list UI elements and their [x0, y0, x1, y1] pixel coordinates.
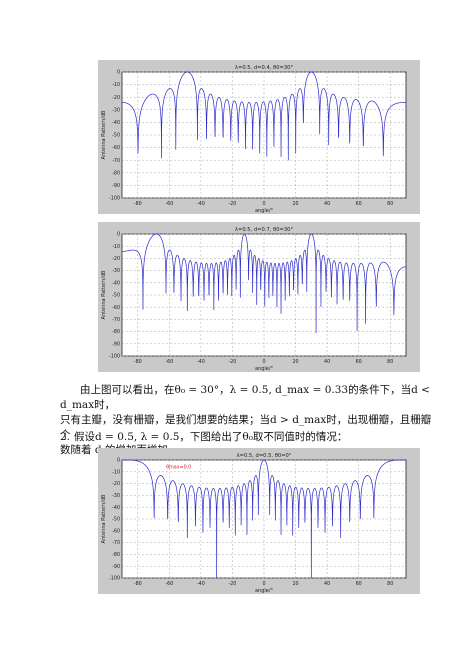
x-tick-label: -20: [229, 359, 237, 365]
y-tick-label: 0: [117, 232, 120, 238]
x-tick-label: 60: [356, 359, 362, 365]
x-tick-label: -40: [197, 201, 205, 207]
y-tick-label: -70: [112, 540, 120, 546]
x-tick-label: 0: [262, 359, 265, 365]
x-tick-label: 40: [324, 581, 330, 587]
x-tick-label: -60: [165, 201, 173, 207]
y-tick-label: -40: [112, 280, 120, 286]
analysis-paragraph: 由上图可以看出，在θ₀ = 30°，λ = 0.5, d_max = 0.33的…: [60, 383, 440, 458]
y-tick-label: -80: [112, 552, 120, 558]
x-tick-label: 40: [324, 201, 330, 207]
x-tick-label: 80: [387, 581, 393, 587]
y-tick-label: -50: [112, 517, 120, 523]
x-tick-label: 20: [293, 581, 299, 587]
figure-2: -80 -60 -40 -20 0 20 40 60 80 0 -10 -20 -30 -40 -50 -60…: [98, 222, 420, 372]
y-tick-label: -100: [109, 354, 120, 360]
x-tick-label: -80: [134, 581, 142, 587]
y-tick-label: -40: [112, 505, 120, 511]
y-tick-label: -10: [112, 469, 120, 475]
paragraph-line-1: 由上图可以看出，在θ₀ = 30°，λ = 0.5, d_max = 0.33的…: [60, 384, 430, 411]
y-tick-label: -80: [112, 170, 120, 176]
y-axis-label: Antenna Pattern/dB: [101, 494, 107, 543]
x-tick-label: -20: [229, 201, 237, 207]
pattern-curve: [122, 459, 406, 579]
y-tick-label: -20: [112, 256, 120, 262]
y-tick-label: -70: [112, 158, 120, 164]
x-axis-label: angle/°: [255, 366, 274, 372]
x-tick-label: 0: [262, 581, 265, 587]
x-tick-label: -20: [229, 581, 237, 587]
chart-title: λ=0.5, d=0.4, θ0=30°: [235, 65, 294, 71]
x-tick-label: 80: [387, 359, 393, 365]
x-tick-label: 20: [293, 359, 299, 365]
y-tick-label: -90: [112, 183, 120, 189]
y-tick-label: 0: [117, 70, 120, 76]
chart-2: -80 -60 -40 -20 0 20 40 60 80 0 -10 -20 -30 -40 -50 -60…: [101, 227, 407, 372]
list-item-2: 2. 假设d = 0.5, λ = 0.5，下图给出了θ₀取不同值时的情况：: [60, 430, 347, 445]
y-tick-label: -50: [112, 133, 120, 139]
y-tick-label: -60: [112, 528, 120, 534]
y-tick-label: -30: [112, 268, 120, 274]
y-tick-label: -100: [109, 196, 120, 202]
chart-title: λ=0.5, d=0.5, θ0=0°: [237, 453, 292, 459]
y-tick-label: -90: [112, 564, 120, 570]
y-tick-label: -60: [112, 305, 120, 311]
chart-title: λ=0.5, d=0.7, θ0=30°: [235, 227, 294, 233]
y-tick-label: -80: [112, 329, 120, 335]
x-axis-label: angle/°: [255, 588, 274, 594]
pattern-curve: [122, 233, 406, 334]
x-tick-label: -40: [197, 359, 205, 365]
y-axis-label: Antenna Pattern/dB: [101, 110, 107, 159]
x-tick-label: -60: [165, 581, 173, 587]
x-axis-label: angle/°: [255, 208, 274, 214]
x-tick-label: 20: [293, 201, 299, 207]
y-tick-label: -10: [112, 244, 120, 250]
y-tick-label: 0: [117, 458, 120, 464]
y-tick-label: -40: [112, 120, 120, 126]
y-tick-label: -20: [112, 481, 120, 487]
list-number: 2.: [60, 431, 71, 443]
x-tick-label: 60: [356, 201, 362, 207]
x-tick-label: 80: [387, 201, 393, 207]
y-tick-label: -70: [112, 317, 120, 323]
x-tick-label: -60: [165, 359, 173, 365]
figure-1: -80 -60 -40 -20 0 20 40 60 80 0 -10 -20 -30 -40 -50 -60…: [98, 60, 420, 214]
x-tick-label: 0: [262, 201, 265, 207]
chart-3: -80 -60 -40 -20 0 20 40 60 80 0 -10 -20 -30 -40 -50 -60…: [101, 453, 407, 594]
list-text: 假设d = 0.5, λ = 0.5，下图给出了θ₀取不同值时的情况：: [74, 431, 348, 443]
x-tick-label: 60: [356, 581, 362, 587]
x-tick-label: -40: [197, 581, 205, 587]
x-tick-label: -80: [134, 201, 142, 207]
y-tick-label: -20: [112, 95, 120, 101]
y-tick-label: -10: [112, 82, 120, 88]
figure-3: -80 -60 -40 -20 0 20 40 60 80 0 -10 -20 -30 -40 -50 -60…: [98, 448, 420, 594]
y-axis-label: Antenna Pattern/dB: [101, 270, 107, 319]
y-tick-label: -90: [112, 341, 120, 347]
x-tick-label: -80: [134, 359, 142, 365]
pattern-curve: [122, 71, 406, 161]
y-tick-label: -50: [112, 293, 120, 299]
y-tick-label: -100: [109, 576, 120, 582]
y-tick-label: -60: [112, 145, 120, 151]
chart-1: -80 -60 -40 -20 0 20 40 60 80 0 -10 -20 -30 -40 -50 -60…: [101, 65, 407, 214]
y-tick-label: -30: [112, 107, 120, 113]
x-tick-label: 40: [324, 359, 330, 365]
paragraph-line-2: 只有主瓣，没有栅瓣，是我们想要的结果；当d > d_max时，出现栅瓣，且栅瓣个: [60, 414, 432, 441]
chart-annotation: θmax=0.0: [166, 464, 191, 470]
y-tick-label: -30: [112, 493, 120, 499]
